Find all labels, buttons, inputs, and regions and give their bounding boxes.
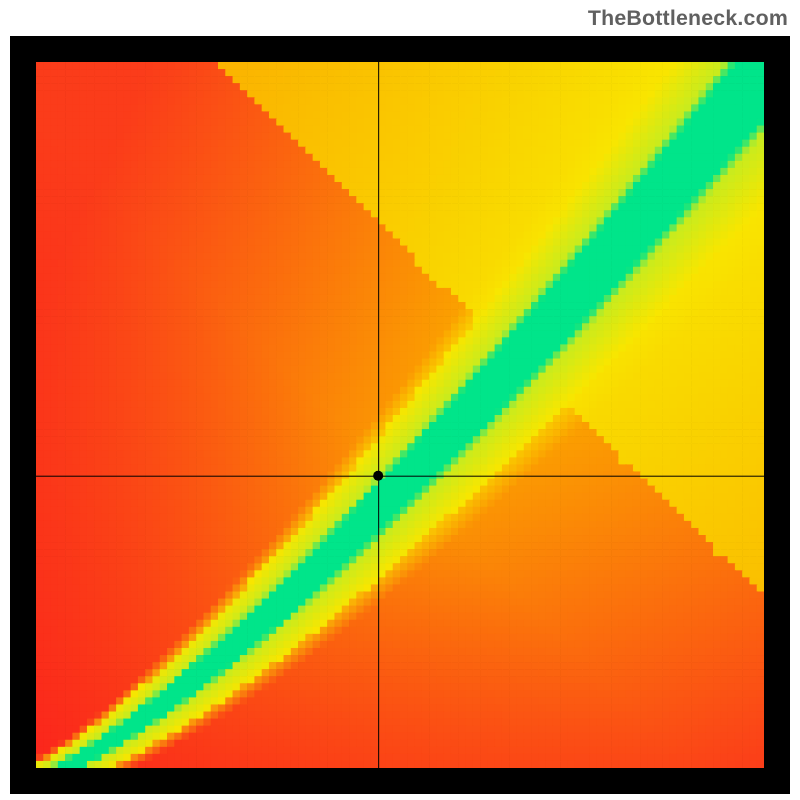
watermark-text: TheBottleneck.com: [588, 6, 788, 31]
root: TheBottleneck.com: [0, 0, 800, 800]
chart-outer-frame: [10, 36, 790, 794]
heatmap-canvas: [36, 62, 764, 768]
